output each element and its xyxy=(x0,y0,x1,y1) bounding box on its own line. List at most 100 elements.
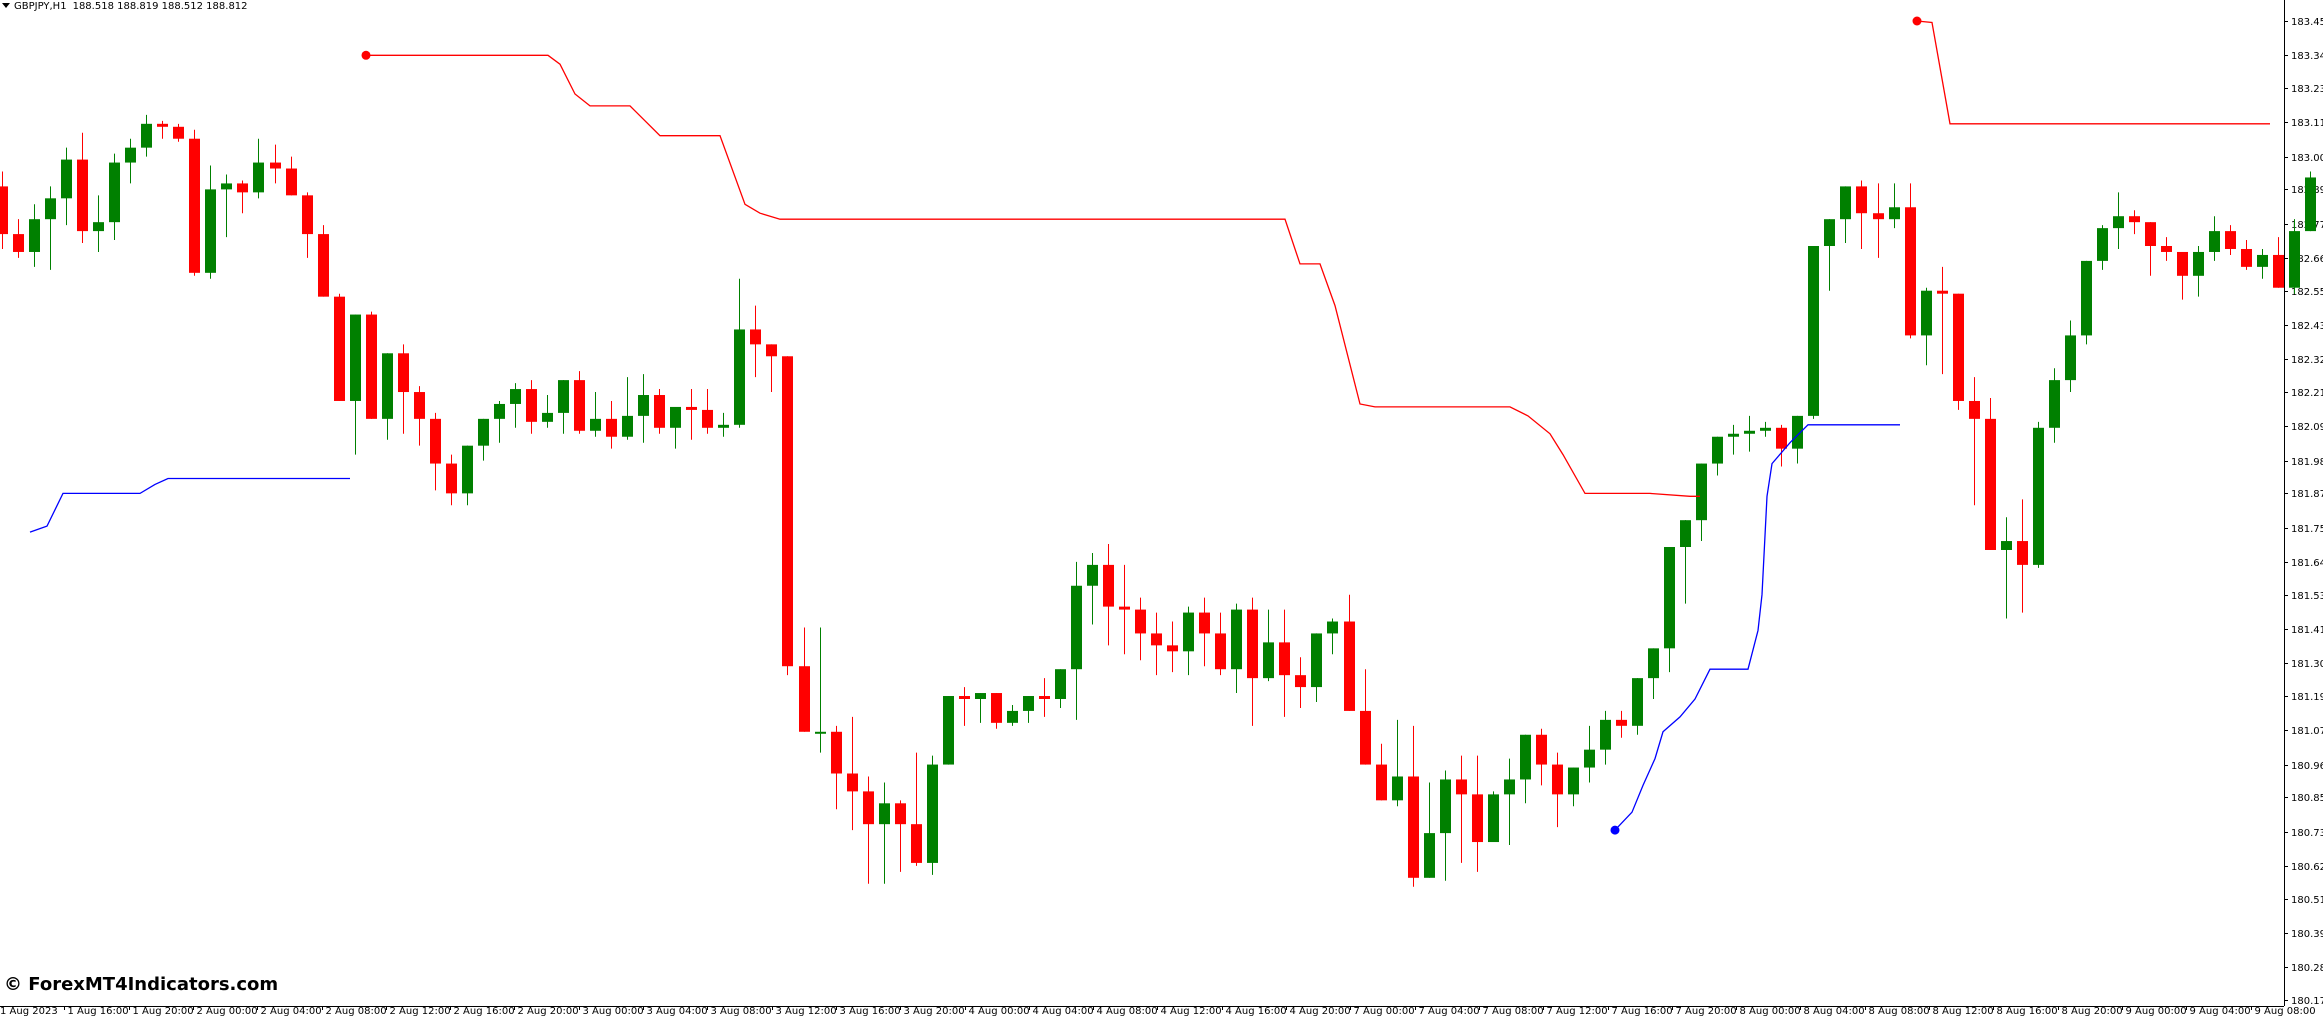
time-tick-label: 8 Aug 04:00 xyxy=(1804,1006,1865,1016)
bear-candle xyxy=(0,186,8,235)
signal-dot-icon xyxy=(1610,825,1620,835)
time-tick-label: 4 Aug 16:00 xyxy=(1226,1006,1287,1016)
bear-candle xyxy=(1873,213,1884,220)
time-tick-label: 4 Aug 08:00 xyxy=(1097,1006,1158,1016)
resistance-line-2 xyxy=(1916,20,2270,125)
bull-candle xyxy=(622,415,633,437)
bear-candle xyxy=(750,329,761,345)
bull-candle xyxy=(1921,290,1932,336)
price-tick-label: 181.075 xyxy=(2291,726,2323,737)
dropdown-triangle-icon[interactable] xyxy=(2,3,10,8)
bear-candle xyxy=(911,824,922,863)
time-tick-label: 9 Aug 00:00 xyxy=(2126,1006,2187,1016)
time-tick-label: 2 Aug 16:00 xyxy=(454,1006,515,1016)
bear-candle xyxy=(2225,231,2236,249)
time-tick-label: 4 Aug 04:00 xyxy=(1033,1006,1094,1016)
bull-candle xyxy=(879,803,890,825)
bull-candle xyxy=(1392,776,1403,801)
bear-candle xyxy=(526,389,537,422)
time-tick-label: 4 Aug 00:00 xyxy=(969,1006,1030,1016)
bull-candle xyxy=(253,162,264,193)
bear-candle xyxy=(1969,400,1980,419)
bull-candle xyxy=(927,764,938,863)
price-tick-label: 181.190 xyxy=(2291,692,2323,703)
bull-candle xyxy=(2081,260,2092,336)
bull-candle xyxy=(2049,380,2060,428)
price-tick-label: 180.510 xyxy=(2291,895,2323,906)
bear-candle xyxy=(334,296,345,401)
bear-candle xyxy=(654,395,665,428)
bull-candle xyxy=(1760,427,1771,431)
bull-candle xyxy=(1632,678,1643,726)
bull-candle xyxy=(590,418,601,431)
time-tick-label: 3 Aug 12:00 xyxy=(776,1006,837,1016)
bear-candle xyxy=(2177,251,2188,276)
bear-candle xyxy=(1856,186,1867,214)
bear-candle xyxy=(766,344,777,357)
bull-candle xyxy=(2289,231,2300,288)
bear-candle xyxy=(1119,606,1130,610)
time-axis[interactable]: 1 Aug 2023 1 Aug 16:00 1 Aug 20:00 2 Aug 00… xyxy=(0,1006,2316,1016)
bear-candle xyxy=(430,418,441,464)
bull-candle xyxy=(1648,648,1659,679)
bear-candle xyxy=(1247,609,1258,679)
bear-candle xyxy=(782,356,793,667)
bear-candle xyxy=(1279,642,1290,676)
time-tick-label: 3 Aug 08:00 xyxy=(711,1006,772,1016)
bull-candle xyxy=(2001,541,2012,550)
bear-candle xyxy=(1472,794,1483,843)
bear-candle xyxy=(286,168,297,196)
bull-candle xyxy=(558,380,569,413)
bear-candle xyxy=(2241,248,2252,267)
watermark: © ForexMT4Indicators.com xyxy=(4,974,279,995)
bear-candle xyxy=(173,126,184,139)
bull-candle xyxy=(1728,433,1739,437)
price-tick-label: 180.395 xyxy=(2291,929,2323,940)
bull-candle xyxy=(1327,621,1338,634)
bull-candle xyxy=(93,222,104,232)
bull-candle xyxy=(109,162,120,223)
bear-candle xyxy=(686,406,697,410)
bull-candle xyxy=(1440,779,1451,834)
bull-candle xyxy=(1840,186,1851,220)
bear-candle xyxy=(2145,222,2156,247)
bear-candle xyxy=(1344,621,1355,711)
bull-candle xyxy=(1488,794,1499,843)
bear-candle xyxy=(1376,764,1387,801)
bull-candle xyxy=(638,395,649,416)
time-tick-label: 9 Aug 04:00 xyxy=(2190,1006,2251,1016)
time-tick-label: 8 Aug 00:00 xyxy=(1740,1006,1801,1016)
bull-candle xyxy=(205,189,216,273)
bull-candle xyxy=(29,219,40,252)
bear-candle xyxy=(574,380,585,431)
bear-candle xyxy=(895,803,906,825)
bear-candle xyxy=(1616,719,1627,726)
bull-candle xyxy=(1696,463,1707,521)
chart-header: GBPJPY,H1 188.518 188.819 188.512 188.812 xyxy=(2,0,248,13)
bull-candle xyxy=(1263,642,1274,679)
time-tick-label: 7 Aug 16:00 xyxy=(1612,1006,1673,1016)
bear-candle xyxy=(702,409,713,428)
time-tick-label: 8 Aug 12:00 xyxy=(1933,1006,1994,1016)
time-tick-label: 2 Aug 20:00 xyxy=(518,1006,579,1016)
bull-candle xyxy=(1311,633,1322,688)
bear-candle xyxy=(847,773,858,792)
bull-candle xyxy=(45,198,56,220)
bull-candle xyxy=(2065,335,2076,381)
price-axis[interactable]: 183.455183.340183.230183.115183.000182.8… xyxy=(2284,17,2323,1007)
bear-candle xyxy=(831,731,842,774)
bull-candle xyxy=(494,403,505,419)
bear-candle xyxy=(13,234,24,252)
resistance-line xyxy=(365,54,1700,497)
bull-candle xyxy=(221,183,232,190)
bull-candle xyxy=(1744,430,1755,434)
bear-candle xyxy=(1167,645,1178,652)
bull-candle xyxy=(2209,231,2220,252)
time-tick-label: 8 Aug 08:00 xyxy=(1869,1006,1930,1016)
bull-candle xyxy=(1584,749,1595,768)
bull-candle xyxy=(2113,216,2124,229)
bull-candle xyxy=(125,147,136,163)
bull-candle xyxy=(1007,710,1018,723)
